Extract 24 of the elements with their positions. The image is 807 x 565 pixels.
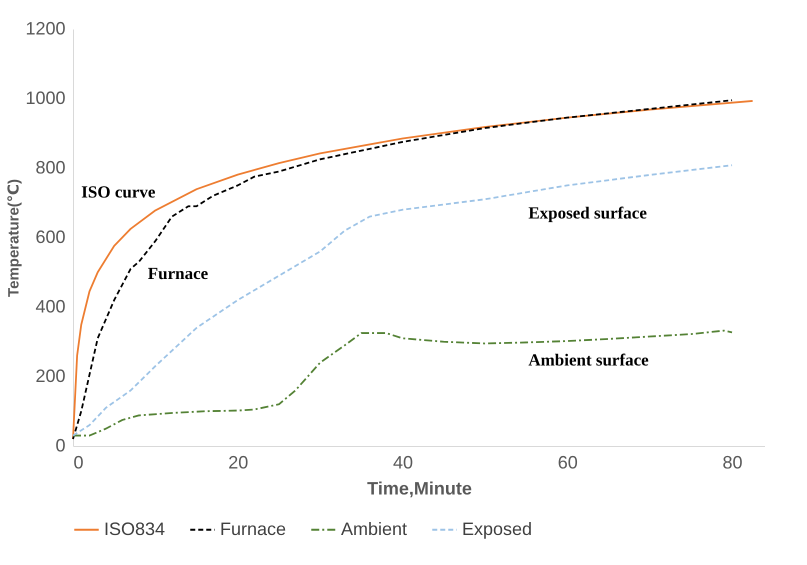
y-tick-label: 600 [35,227,66,247]
line-series [72,330,733,436]
y-axis-title: Temperature(℃) [5,179,22,297]
line-series [72,164,733,436]
x-tick-label: 40 [393,452,414,472]
legend-label: Ambient [341,518,408,539]
legend-label: Furnace [220,518,286,539]
x-tick-label: 80 [722,452,743,472]
y-tick-label: 800 [35,158,66,178]
y-tick-label: 400 [35,296,66,316]
x-tick-label: 20 [228,452,248,472]
y-tick-label: 0 [55,436,66,456]
y-tick-label: 200 [35,366,66,386]
annotation: Furnace [148,264,209,283]
annotation: ISO curve [81,182,156,202]
y-tick-label: 1200 [25,18,66,38]
annotation: Exposed surface [528,204,648,223]
legend-label: Exposed [462,518,532,539]
x-tick-label: 60 [558,452,578,472]
x-axis-title: Time,Minute [367,478,472,498]
legend-label: ISO834 [104,518,166,539]
annotation: Ambient surface [528,350,650,370]
y-tick-label: 1000 [25,88,66,108]
x-tick-label: 0 [74,452,84,472]
